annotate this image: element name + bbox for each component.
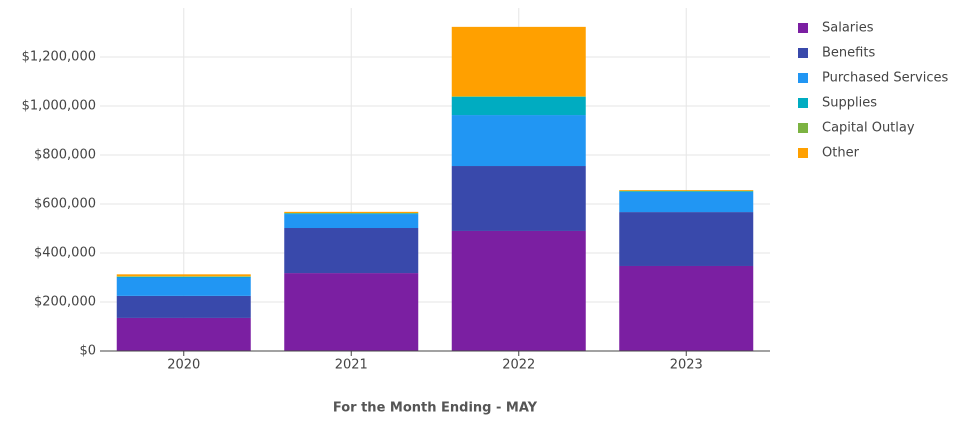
bar-segment (452, 96, 586, 97)
bar-segment (284, 213, 418, 214)
bar-segment (117, 277, 251, 278)
legend-label: Salaries (822, 21, 874, 36)
y-tick-label: $1,000,000 (22, 99, 96, 114)
y-tick-label: $200,000 (34, 295, 96, 310)
x-tick-label: 2020 (167, 358, 200, 373)
y-tick-label: $400,000 (34, 246, 96, 261)
bar-segment (452, 231, 586, 351)
x-tick-label: 2023 (670, 358, 703, 373)
bar-segment (284, 273, 418, 351)
bar-segment (619, 192, 753, 212)
legend-swatch (798, 23, 808, 33)
bar-segment (619, 191, 753, 192)
bar-segment (117, 318, 251, 351)
y-tick-label: $800,000 (34, 148, 96, 163)
legend-label: Capital Outlay (822, 121, 915, 136)
bar-segment (619, 212, 753, 266)
bar-segment (452, 97, 586, 115)
y-tick-label: $600,000 (34, 197, 96, 212)
x-axis-title: For the Month Ending - MAY (333, 401, 538, 416)
bar-segment (284, 212, 418, 213)
legend-swatch (798, 123, 808, 133)
x-tick-label: 2022 (502, 358, 535, 373)
bar-segment (117, 278, 251, 296)
legend-swatch (798, 148, 808, 158)
bar-segment (619, 266, 753, 351)
y-tick-label: $1,200,000 (22, 50, 96, 65)
bar-segment (452, 166, 586, 231)
bar-segment (284, 228, 418, 273)
bar-segment (117, 296, 251, 318)
x-tick-label: 2021 (335, 358, 368, 373)
bar-segment (452, 27, 586, 96)
bar-segment (619, 190, 753, 191)
legend-swatch (798, 48, 808, 58)
legend-label: Benefits (822, 46, 875, 61)
legend-swatch (798, 98, 808, 108)
legend-label: Purchased Services (822, 71, 948, 86)
y-tick-label: $0 (79, 344, 96, 359)
legend-label: Supplies (822, 96, 877, 111)
bar-segment (284, 214, 418, 228)
bar-segment (117, 274, 251, 276)
legend-label: Other (822, 146, 860, 161)
bar-segment (452, 115, 586, 166)
legend-swatch (798, 73, 808, 83)
